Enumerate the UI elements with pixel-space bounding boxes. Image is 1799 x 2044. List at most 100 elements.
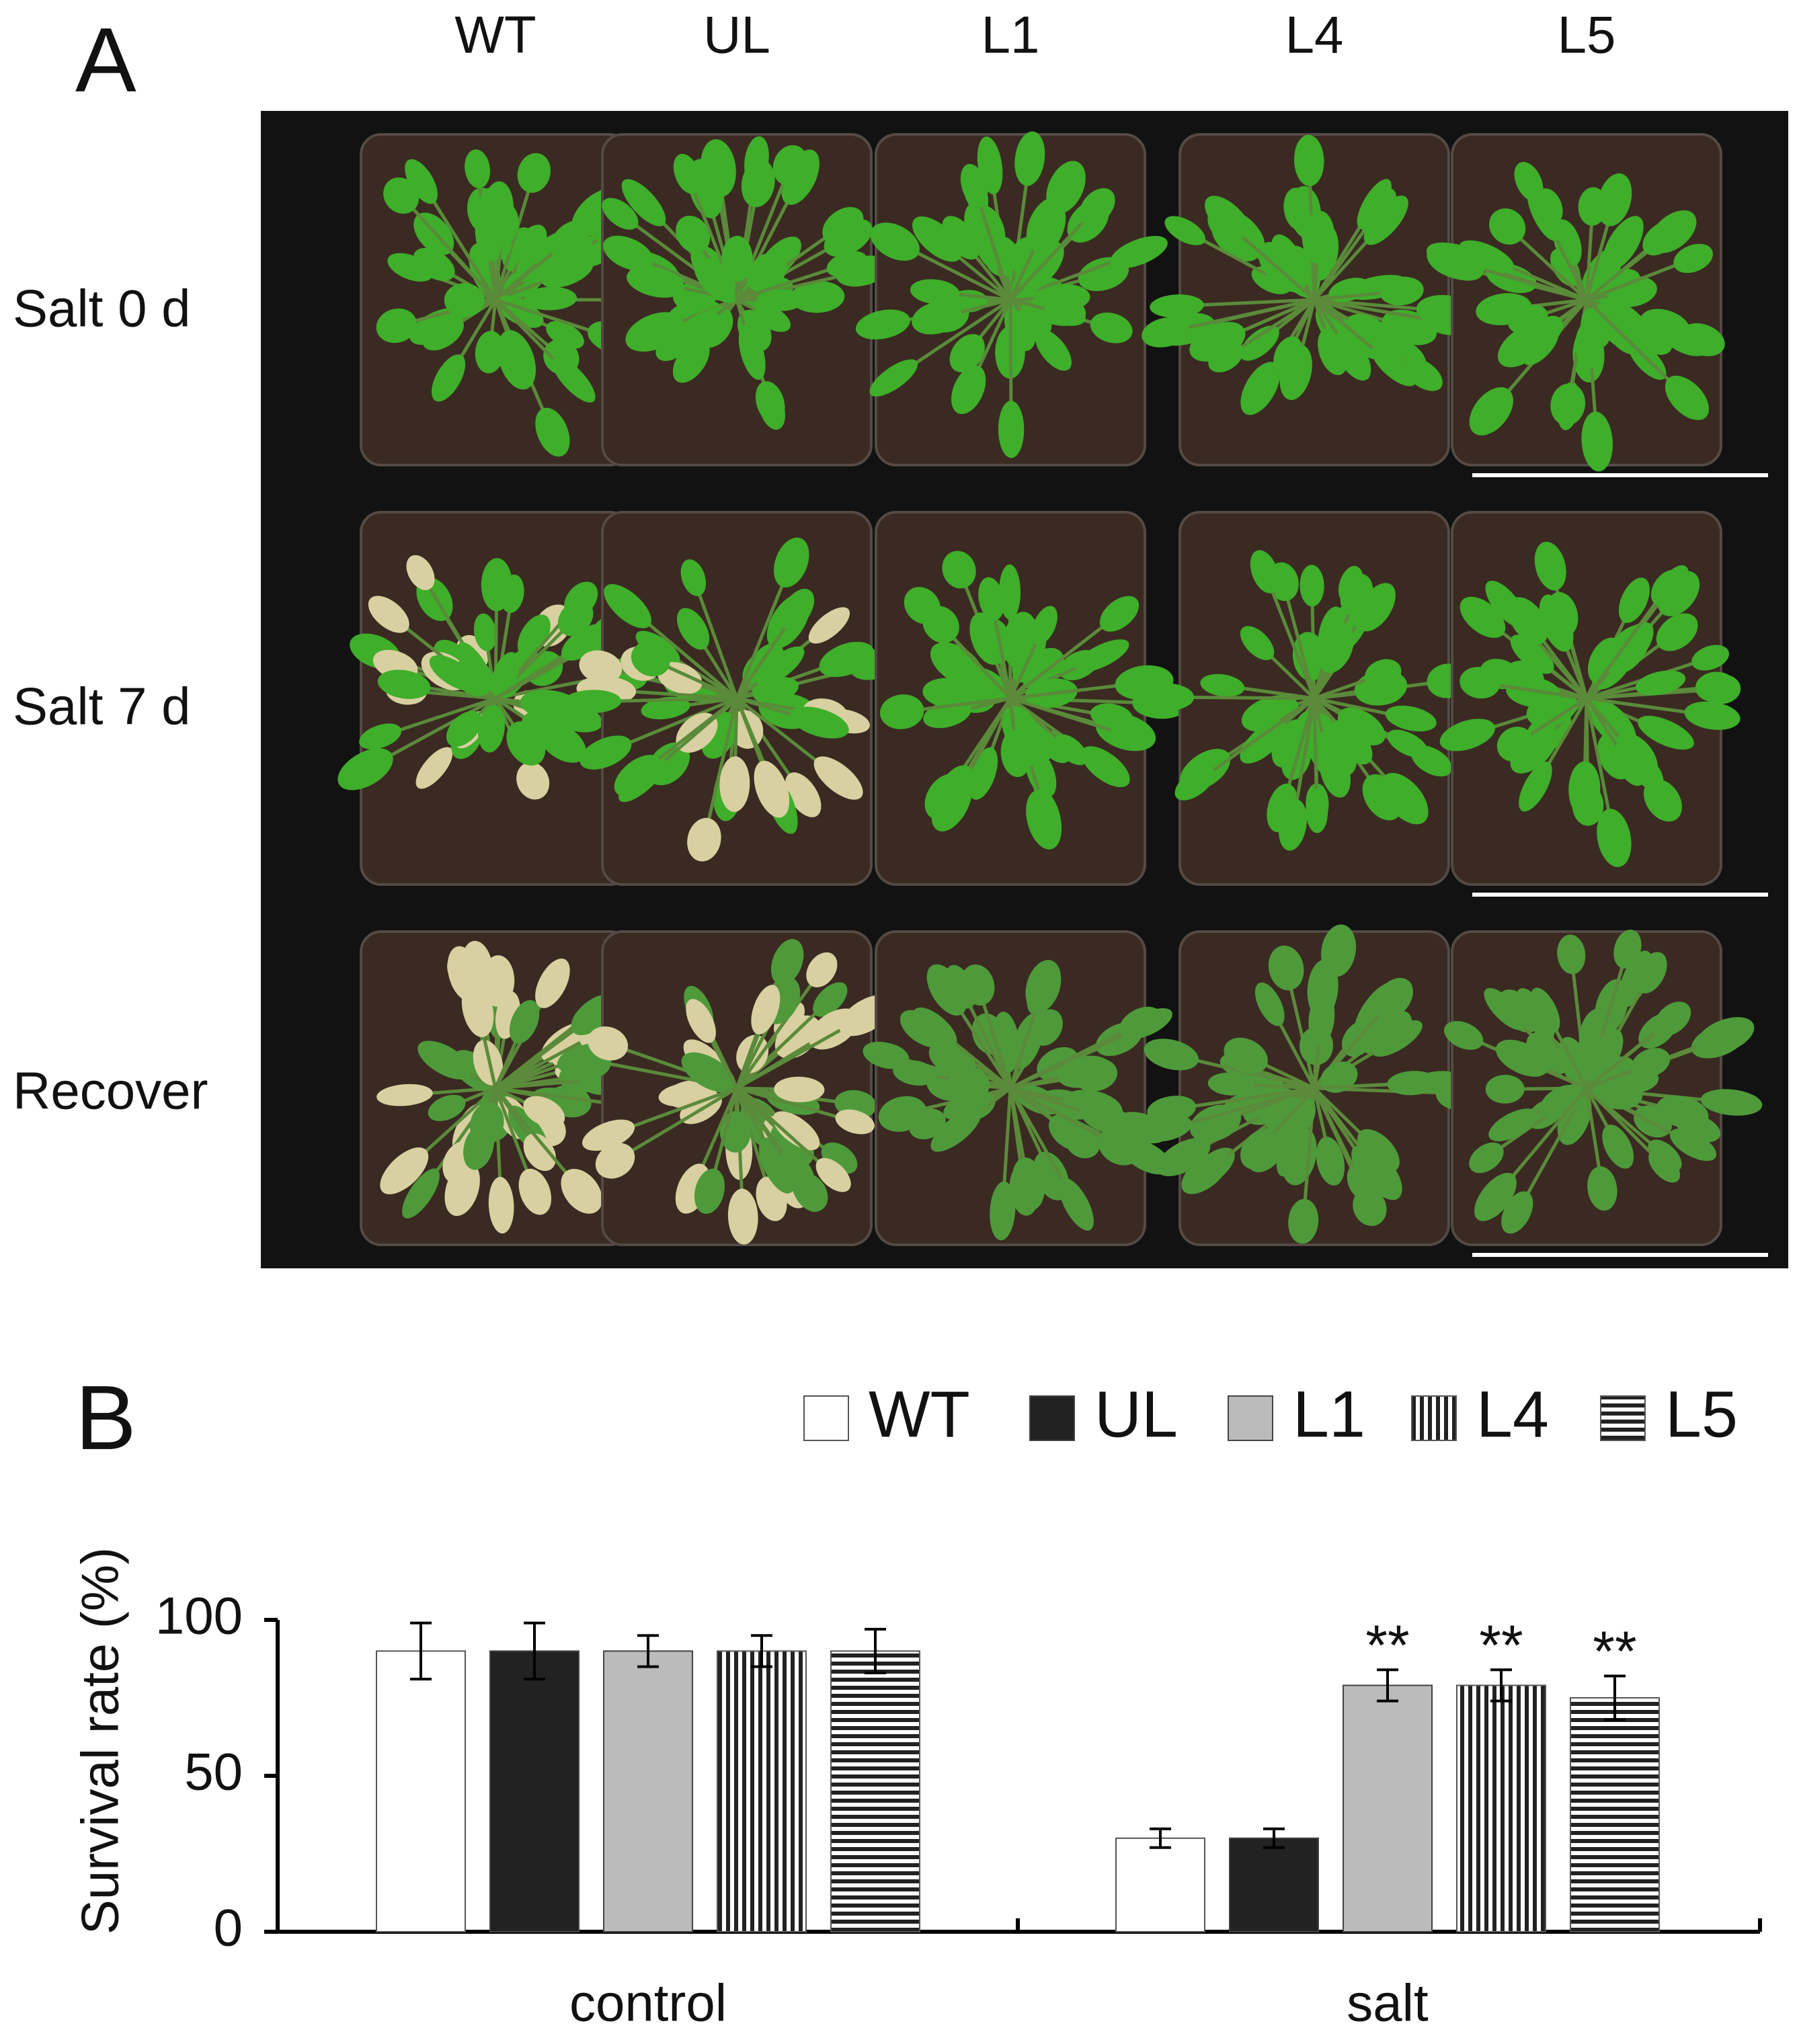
leaf — [1496, 1039, 1549, 1077]
leaf — [428, 1094, 466, 1121]
significance-label: ** — [1593, 1620, 1636, 1683]
leaf — [337, 748, 393, 790]
leaf — [1258, 241, 1307, 292]
leaf — [942, 216, 980, 260]
leaf — [1607, 276, 1657, 307]
leaf — [1557, 934, 1586, 975]
leaf — [1000, 730, 1032, 778]
leaf — [1508, 304, 1548, 334]
leaf — [778, 1149, 815, 1195]
leaf — [1510, 725, 1558, 774]
leaf — [1696, 1017, 1755, 1055]
leaf — [1613, 930, 1642, 969]
legend-label: L1 — [1293, 1378, 1365, 1451]
row-label: Salt 0 d — [13, 279, 191, 338]
error-bar — [865, 1627, 886, 1674]
leaf — [910, 279, 960, 304]
leaf — [1363, 195, 1408, 245]
leaf — [1316, 1137, 1345, 1186]
leaf — [541, 257, 594, 288]
leaf — [1519, 762, 1552, 812]
leaf — [1150, 294, 1204, 318]
leaf — [1044, 302, 1086, 326]
leaf — [1318, 622, 1354, 673]
leaf — [475, 331, 505, 374]
leaf — [738, 324, 766, 380]
leaf — [1293, 134, 1324, 187]
leaf — [470, 1102, 504, 1146]
leaf — [922, 606, 959, 643]
stem — [692, 577, 739, 699]
leaf — [1496, 727, 1534, 762]
leaf — [772, 1111, 820, 1151]
leaf — [1613, 743, 1645, 786]
leaf — [523, 1133, 557, 1172]
leaf — [376, 1084, 433, 1106]
leaf — [1371, 1020, 1423, 1057]
leaf — [1351, 1145, 1387, 1193]
leaf — [1025, 960, 1062, 1013]
leaf — [1684, 701, 1741, 730]
leaf — [1439, 719, 1495, 751]
bar — [1115, 1837, 1205, 1933]
leaf — [625, 312, 684, 352]
panel-label: B — [75, 1366, 136, 1469]
leaf — [806, 952, 838, 987]
leaf — [461, 981, 494, 1038]
leaf — [402, 1168, 440, 1219]
leaf — [1302, 210, 1334, 263]
leaf — [1539, 594, 1574, 652]
leaf — [1164, 216, 1205, 245]
leaf — [687, 817, 721, 862]
leaf — [1332, 719, 1373, 765]
leaf — [978, 577, 1004, 621]
leaf — [1357, 179, 1392, 229]
leaf — [1587, 1029, 1624, 1082]
leaf — [454, 657, 493, 696]
leaf — [1631, 1048, 1671, 1078]
leaf — [1387, 1071, 1438, 1096]
leaf — [1485, 1074, 1525, 1104]
leaf — [1550, 383, 1586, 425]
stem — [1165, 298, 1315, 334]
leaf — [1144, 1038, 1199, 1071]
leaf — [657, 662, 703, 694]
leaf — [1031, 606, 1057, 645]
leaf — [1650, 569, 1683, 606]
leaf — [694, 257, 739, 303]
leaf — [1308, 991, 1335, 1045]
stem — [736, 1086, 856, 1124]
leaf — [405, 159, 438, 204]
leaf — [1635, 670, 1686, 696]
leaf — [1379, 276, 1424, 306]
leaf — [1099, 596, 1140, 632]
leaf — [1057, 1055, 1111, 1088]
leaf — [1374, 977, 1413, 1019]
leaf — [557, 600, 594, 637]
leaf — [1287, 1097, 1316, 1135]
leaf — [774, 1076, 825, 1102]
leaf — [1365, 659, 1402, 689]
leaf — [752, 677, 799, 703]
leaf — [595, 1143, 635, 1179]
bar — [717, 1650, 807, 1932]
leaf — [1207, 1072, 1254, 1096]
leaf — [1142, 317, 1190, 348]
leaf — [808, 607, 850, 644]
leaf — [1460, 667, 1501, 699]
leaf — [1427, 243, 1485, 280]
bar — [1456, 1684, 1546, 1932]
leaf — [1653, 1005, 1686, 1036]
leaf — [1568, 761, 1601, 817]
leaf — [444, 283, 485, 317]
row-label: Recover — [13, 1061, 208, 1120]
legend-label: WT — [869, 1378, 970, 1451]
legend-label: UL — [1094, 1378, 1178, 1451]
panel-label: A — [75, 9, 136, 111]
leaf — [359, 723, 402, 749]
leaf — [1488, 1108, 1537, 1141]
leaf — [1098, 1127, 1142, 1166]
leaf — [719, 756, 750, 812]
leaf — [1351, 590, 1380, 628]
